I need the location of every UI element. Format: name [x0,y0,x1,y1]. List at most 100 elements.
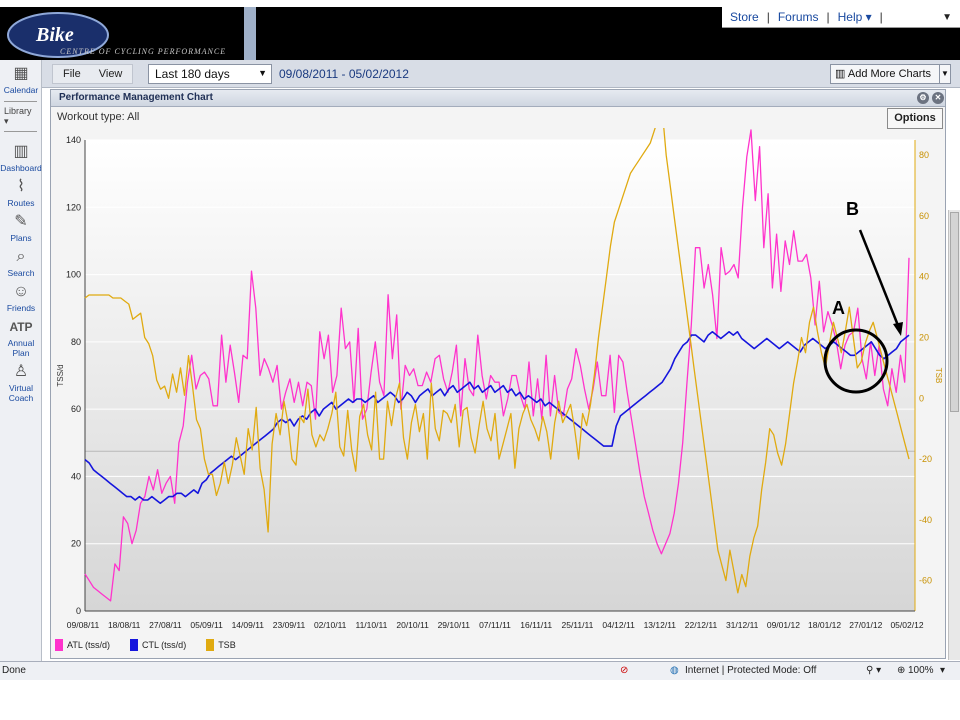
x-tick-label: 05/02/12 [890,620,923,630]
y-tick-label: 100 [66,270,81,280]
add-more-charts-label: Add More Charts [847,68,932,80]
sidebar-item-label: Virtual Coach [8,383,34,403]
file-view-menu: File View [52,64,134,84]
legend-item-tsb[interactable]: TSB [206,639,236,651]
date-range-select-value: Last 180 days [155,67,230,81]
options-button[interactable]: Options [887,108,943,129]
blocked-icon[interactable]: ⊘ [620,665,629,676]
y-tick-label: 40 [71,471,81,481]
y2-tick-label: -40 [919,515,932,525]
sidebar-item-label: Annual Plan [7,338,35,358]
friends-icon: ☺ [12,283,30,300]
sidebar-item-dashboard[interactable]: ▥ Dashboard [0,138,42,173]
scrollbar-thumb[interactable] [950,212,959,412]
performance-chart-panel: Performance Management Chart ⚙ ✕ Workout… [50,89,946,659]
chevron-down-icon[interactable]: ▼ [939,64,951,84]
sidebar-item-annual-plan[interactable]: ATP Annual Plan [0,313,42,358]
x-tick-label: 18/01/12 [808,620,841,630]
zoom-dropdown-icon[interactable]: ▾ [940,665,946,676]
plans-icon: ✎ [14,213,28,230]
toolbar: File View Last 180 days ▼ 09/08/2011 - 0… [42,60,960,88]
top-banner: Bike CENTRE OF CYCLING PERFORMANCE Store… [0,7,960,60]
help-link[interactable]: Help ▾ [837,10,872,24]
sidebar-item-label: Dashboard [0,163,42,173]
bike-max-logo[interactable]: Bike [6,7,256,60]
sidebar-item-virtual-coach[interactable]: ♙ Virtual Coach [0,358,42,403]
sidebar-item-plans[interactable]: ✎ Plans [0,208,42,243]
panel-header: Performance Management Chart ⚙ ✕ [51,90,945,107]
x-tick-label: 14/09/11 [232,620,265,630]
x-tick-label: 02/10/11 [314,620,347,630]
annual-plan-icon: ATP [9,320,33,334]
sidebar-item-calendar[interactable]: ▦ Calendar [0,60,42,95]
y-tick-label: 20 [71,539,81,549]
x-tick-label: 25/11/11 [561,620,593,630]
y2-tick-label: -60 [919,576,932,586]
search-icon: ⌕ [16,248,26,265]
legend-item-ctl[interactable]: CTL (tss/d) [130,639,186,651]
sidebar-library[interactable]: Library ▾ [4,101,37,132]
date-range-text: 09/08/2011 - 05/02/2012 [279,67,409,81]
bar-chart-icon: ▥ [835,68,846,80]
y2-tick-label: 40 [919,272,929,282]
y2-tick-label: 60 [919,211,929,221]
sidebar-item-routes[interactable]: ⌇ Routes [0,173,42,208]
y-tick-label: 80 [71,337,81,347]
sidebar-item-label: Plans [10,233,32,243]
panel-title: Performance Management Chart [59,92,213,103]
x-tick-label: 05/09/11 [190,620,223,630]
dashboard-icon: ▥ [13,143,29,160]
x-tick-label: 23/09/11 [273,620,306,630]
y-tick-label: 60 [71,404,81,414]
menu-dropdown-icon[interactable]: ▼ [942,11,952,23]
series-line-atl [84,129,910,602]
y2-axis-title: TSB [934,368,943,384]
y-tick-label: 140 [66,135,81,145]
sidebar-item-friends[interactable]: ☺ Friends [0,278,42,313]
y2-tick-label: -20 [919,454,932,464]
store-link[interactable]: Store [730,10,759,24]
y-tick-label: 120 [66,202,81,212]
x-tick-label: 27/01/12 [849,620,882,630]
x-tick-label: 09/01/12 [767,620,800,630]
x-tick-label: 16/11/11 [520,620,552,630]
chart-legend: ATL (tss/d) CTL (tss/d) TSB [55,639,236,651]
x-tick-label: 13/12/11 [644,620,677,630]
sidebar: ▦ Calendar Library ▾ ▥ Dashboard ⌇ Route… [0,60,42,662]
y2-tick-label: 20 [919,333,929,343]
x-tick-label: 27/08/11 [149,620,182,630]
settings-icon[interactable]: ⚙ [917,92,929,104]
routes-icon: ⌇ [17,178,25,195]
virtual-coach-icon: ♙ [13,363,29,380]
sidebar-item-label: Search [7,268,35,278]
x-tick-label: 09/08/11 [67,620,100,630]
x-tick-label: 04/12/11 [602,620,635,630]
view-menu[interactable]: View [98,68,123,80]
sidebar-item-search[interactable]: ⌕ Search [0,243,42,278]
close-icon[interactable]: ✕ [932,92,944,104]
legend-item-atl[interactable]: ATL (tss/d) [55,639,110,651]
series-line-ctl [84,331,910,505]
security-zone[interactable]: Internet | Protected Mode: Off [685,665,817,676]
annotation-b-arrow [858,229,901,329]
page-scrollbar[interactable] [948,210,960,660]
x-tick-label: 11/10/11 [355,620,387,630]
file-menu[interactable]: File [63,68,81,80]
add-more-charts-button[interactable]: ▥ Add More Charts ▼ [830,64,951,84]
y2-tick-label: 0 [919,393,924,403]
annotation-a-circle [823,328,889,394]
date-range-select[interactable]: Last 180 days ▼ [148,64,272,84]
sidebar-item-label: Friends [6,303,36,313]
workout-type-label: Workout type: All [57,111,140,123]
logo-text: Bike [35,24,74,46]
y-axis-title: TSS/d [56,364,65,386]
zoom-level[interactable]: 100% [908,665,934,676]
x-tick-label: 20/10/11 [396,620,429,630]
logo-tagline: CENTRE OF CYCLING PERFORMANCE [60,47,227,56]
y-tick-label: 0 [76,606,81,616]
performance-chart: 0 20 40 60 80 100 120 140 -60 -40 -20 0 20 40 60 80 TSS/… [56,128,943,630]
forums-link[interactable]: Forums [777,10,819,24]
protected-mode-icon[interactable]: ⚲ ▾ [866,665,882,676]
sidebar-item-label: Calendar [3,85,39,95]
x-tick-label: 31/12/11 [726,620,759,630]
